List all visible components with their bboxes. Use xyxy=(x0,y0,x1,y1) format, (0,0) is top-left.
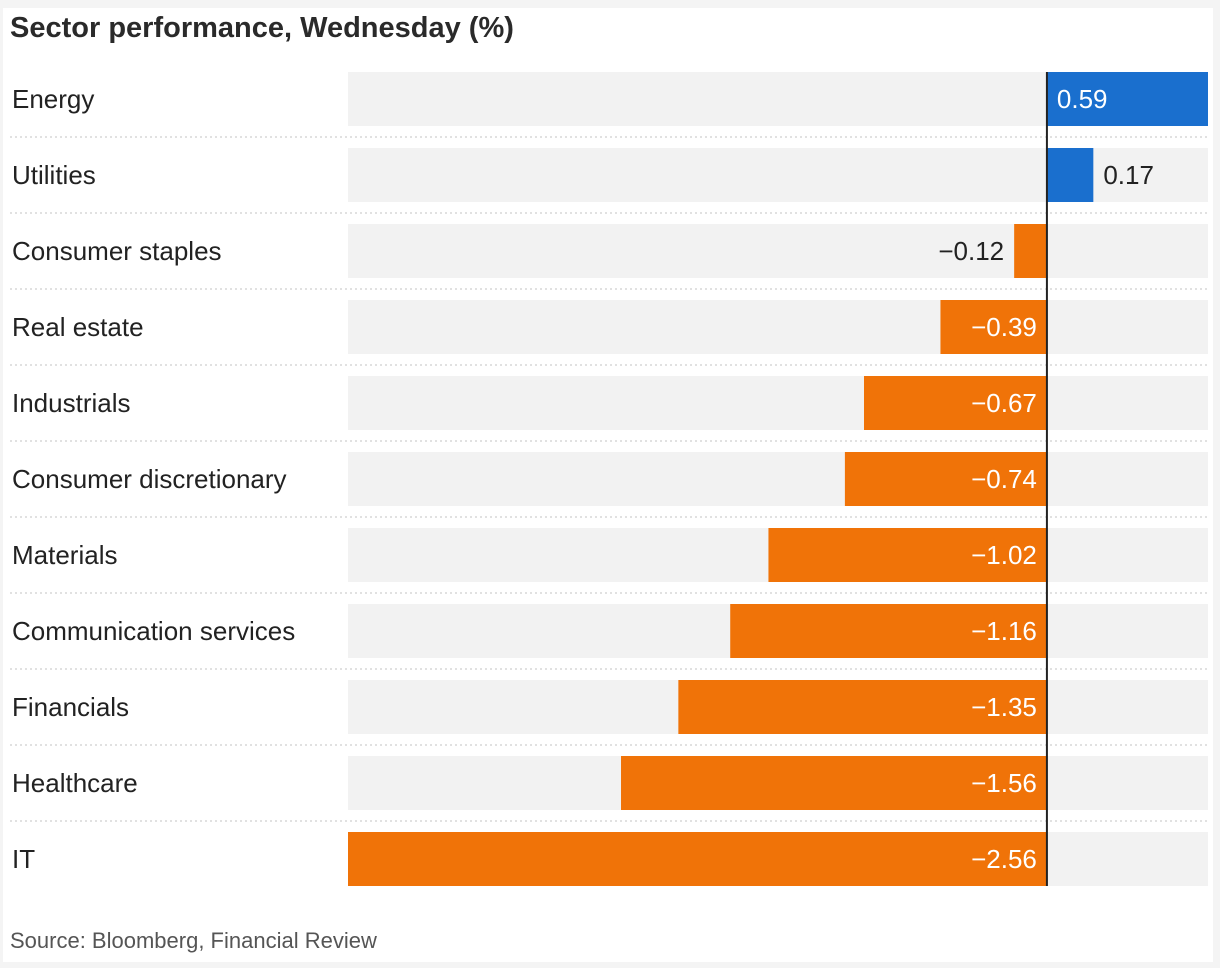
value-label: −1.02 xyxy=(971,540,1037,570)
bar-track xyxy=(348,224,1208,278)
bar xyxy=(1046,148,1094,202)
bar-row: Healthcare −1.56 xyxy=(10,756,1208,822)
value-label: −1.56 xyxy=(971,768,1037,798)
bar-track xyxy=(348,300,1208,354)
bar-row: Consumer staples −0.12 xyxy=(10,224,1208,290)
bar-row: Energy 0.59 xyxy=(10,72,1208,138)
bar-row: IT −2.56 xyxy=(12,832,1208,886)
value-label: 0.17 xyxy=(1103,160,1154,190)
category-label: Consumer staples xyxy=(12,236,222,266)
source-note: Source: Bloomberg, Financial Review xyxy=(10,928,377,953)
value-label: −0.12 xyxy=(938,236,1004,266)
bar xyxy=(621,756,1047,810)
bar-row: Consumer discretionary −0.74 xyxy=(10,452,1208,518)
value-label: −1.35 xyxy=(971,692,1037,722)
value-label: −1.16 xyxy=(971,616,1037,646)
value-label: −2.56 xyxy=(971,844,1037,874)
category-label: Healthcare xyxy=(12,768,138,798)
bar xyxy=(768,528,1047,582)
bar-row: Utilities 0.17 xyxy=(10,148,1208,214)
category-label: Communication services xyxy=(12,616,295,646)
bar-row: Real estate −0.39 xyxy=(10,300,1208,366)
bar xyxy=(678,680,1047,734)
value-label: 0.59 xyxy=(1057,84,1108,114)
bar xyxy=(864,376,1047,430)
category-label: Utilities xyxy=(12,160,96,190)
bar-track xyxy=(348,376,1208,430)
bar xyxy=(1046,72,1208,126)
bar xyxy=(348,832,1047,886)
category-label: Real estate xyxy=(12,312,144,342)
category-label: Consumer discretionary xyxy=(12,464,287,494)
bar-row: Industrials −0.67 xyxy=(10,376,1208,442)
category-label: Materials xyxy=(12,540,117,570)
category-label: Energy xyxy=(12,84,94,114)
bar xyxy=(1014,224,1047,278)
bar xyxy=(730,604,1047,658)
bar-row: Communication services −1.16 xyxy=(10,604,1208,670)
bar-row: Financials −1.35 xyxy=(10,680,1208,746)
bar xyxy=(844,452,1047,506)
category-label: Industrials xyxy=(12,388,131,418)
category-label: IT xyxy=(12,844,35,874)
value-label: −0.67 xyxy=(971,388,1037,418)
bar xyxy=(940,300,1047,354)
bar-track xyxy=(348,452,1208,506)
value-label: −0.74 xyxy=(971,464,1037,494)
category-label: Financials xyxy=(12,692,129,722)
value-label: −0.39 xyxy=(971,312,1037,342)
bar-row: Materials −1.02 xyxy=(10,528,1208,594)
chart-title: Sector performance, Wednesday (%) xyxy=(10,12,514,44)
